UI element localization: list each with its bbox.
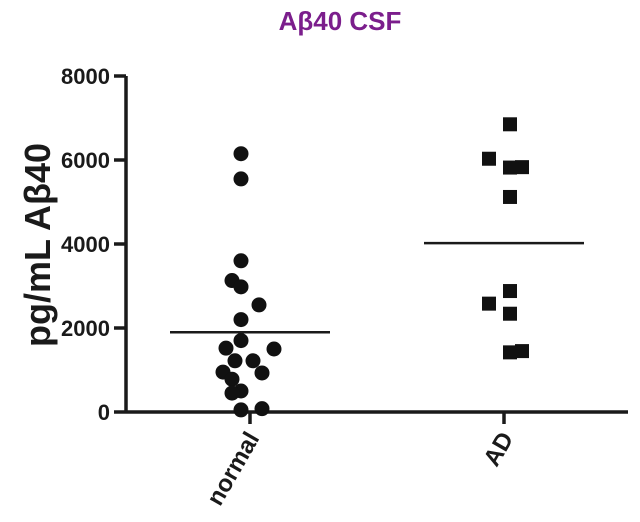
data-point-ad (503, 306, 517, 321)
data-points (215, 117, 529, 418)
data-point-normal (254, 401, 270, 417)
data-point-normal (227, 353, 243, 369)
data-point-ad (482, 296, 496, 311)
mean-lines (170, 241, 584, 334)
y-tick-label: 6000 (61, 148, 110, 173)
x-tick-label: AD (478, 428, 519, 472)
data-point-ad (482, 151, 496, 166)
y-tick-label: 8000 (61, 64, 110, 89)
y-ticks: 0 2000 4000 6000 8000 (61, 64, 126, 425)
data-point-ad (503, 117, 517, 132)
data-point-normal (218, 340, 234, 356)
data-point-normal (233, 333, 249, 349)
data-point-ad (503, 189, 517, 204)
x-ticks: normal AD (202, 412, 519, 510)
data-point-normal (245, 353, 261, 369)
data-point-ad (503, 345, 517, 360)
data-point-normal (233, 312, 249, 328)
data-point-ad (515, 160, 529, 175)
x-tick-label: normal (202, 428, 265, 511)
y-tick-label: 2000 (61, 316, 110, 341)
data-point-ad (503, 284, 517, 299)
data-point-ad (515, 344, 529, 359)
y-tick-label: 0 (98, 400, 110, 425)
data-point-normal (233, 402, 249, 418)
y-tick-label: 4000 (61, 232, 110, 257)
data-point-normal (266, 341, 282, 357)
data-point-normal (233, 146, 249, 162)
y-axis-label: pg/mL Aβ40 (17, 143, 58, 347)
data-point-normal (224, 385, 240, 401)
data-point-normal (254, 365, 270, 381)
chart-title: Aβ40 CSF (279, 6, 402, 36)
data-point-normal (233, 279, 249, 295)
data-point-normal (233, 253, 249, 269)
data-point-ad (503, 160, 517, 175)
data-point-normal (251, 297, 267, 313)
data-point-normal (224, 371, 240, 387)
data-point-normal (233, 171, 249, 187)
